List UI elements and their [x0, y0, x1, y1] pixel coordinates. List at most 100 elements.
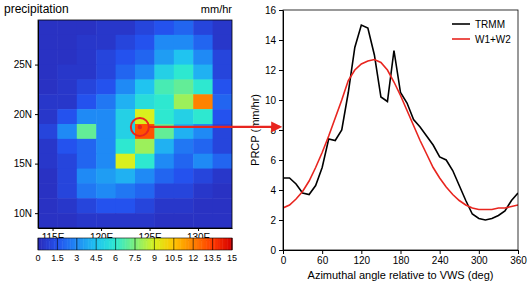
heatmap-cell — [174, 183, 194, 198]
colorbar-swatch — [172, 238, 174, 250]
heatmap-cell — [116, 183, 136, 198]
heatmap-cell — [135, 198, 155, 213]
chart-title: precipitation — [4, 2, 69, 16]
colorbar-swatch — [230, 238, 232, 250]
heatmap-cell — [193, 169, 213, 184]
heatmap-cell — [57, 169, 77, 184]
colorbar-swatch — [95, 238, 97, 250]
storm-circle — [131, 118, 149, 136]
axis-line — [39, 228, 233, 229]
tick: 180 — [393, 250, 410, 266]
tick-mark — [35, 65, 38, 66]
heatmap-cell — [96, 65, 116, 80]
heatmap-cell — [38, 35, 58, 50]
heatmap-cell — [77, 183, 97, 198]
colorbar-tick-label: 0 — [35, 253, 40, 263]
heatmap-cell — [38, 183, 58, 198]
tick: 12 — [265, 65, 283, 76]
heatmap-cell — [96, 94, 116, 109]
heatmap-cell — [38, 20, 58, 35]
colorbar-tick-label: 12 — [188, 253, 198, 263]
colorbar-tick — [193, 238, 194, 250]
heatmap-cell — [57, 109, 77, 124]
tick-mark — [101, 228, 102, 231]
heatmap-cell — [193, 94, 213, 109]
tick-label: 4 — [270, 185, 276, 196]
tick: 25N — [14, 59, 38, 70]
heatmap-cell — [116, 35, 136, 50]
heatmap-cell — [116, 154, 136, 169]
tick: 15N — [14, 158, 38, 169]
pointer-arrow — [149, 126, 280, 128]
heatmap-cell — [213, 169, 232, 184]
tick: 360 — [510, 250, 527, 266]
tick-label: 15N — [14, 158, 32, 169]
heatmap-cell — [154, 94, 174, 109]
colorbar-tick-label: 3 — [74, 253, 79, 263]
heatmap-cell — [57, 35, 77, 50]
colorbar-swatch — [75, 238, 77, 250]
colorbar-tick-label: 13.5 — [204, 253, 222, 263]
heatmap-cell — [193, 154, 213, 169]
heatmap-cell — [213, 183, 232, 198]
heatmap-cell — [38, 65, 58, 80]
tick-mark — [279, 40, 283, 41]
colorbar-tick — [173, 238, 174, 250]
heatmap-cell — [213, 139, 232, 154]
colorbar-frame — [38, 238, 232, 250]
tick: 10N — [14, 208, 38, 219]
tick-label: 180 — [393, 255, 410, 266]
heatmap-cell — [213, 94, 232, 109]
colorbar-swatch — [211, 238, 213, 250]
tick: 14 — [265, 35, 283, 46]
heatmap-cell — [135, 94, 155, 109]
colorbar-tick — [135, 238, 136, 250]
heatmap-cell — [116, 65, 136, 80]
heatmap-cell — [154, 139, 174, 154]
heatmap-cell — [135, 169, 155, 184]
tick-label: 360 — [510, 255, 527, 266]
colorbar-tick — [232, 238, 233, 250]
axis: 0246810121416 — [265, 5, 284, 256]
heatmap-cell — [57, 198, 77, 213]
axis: 10N15N20N25N — [14, 21, 39, 229]
heatmap-cell — [57, 50, 77, 65]
heatmap-cell — [154, 198, 174, 213]
heatmap-cell — [174, 109, 194, 124]
tick-label: 0 — [270, 245, 276, 256]
tick-label: 240 — [432, 255, 449, 266]
colorbar-tick-label: 10.5 — [165, 253, 183, 263]
colorbar-tick — [154, 238, 155, 250]
tick-mark — [279, 190, 283, 191]
tick-label: 60 — [317, 255, 329, 266]
plot-frame — [38, 20, 232, 228]
tick-mark — [279, 10, 283, 11]
legend-swatch — [452, 38, 470, 40]
heatmap-cell — [135, 20, 155, 35]
heatmap-cell — [213, 50, 232, 65]
heatmap-cell — [174, 94, 194, 109]
heatmap-cell — [38, 139, 58, 154]
heatmap-cell — [38, 169, 58, 184]
tick-mark — [518, 250, 519, 254]
legend: TRMMW1+W2 — [452, 19, 511, 45]
heatmap-cell — [135, 79, 155, 94]
tick: 6 — [270, 155, 283, 166]
heatmap-cell — [38, 154, 58, 169]
heatmap-cell — [174, 198, 194, 213]
tick-mark — [35, 164, 38, 165]
tick-label: 16 — [265, 5, 277, 16]
heatmap-cell — [213, 198, 232, 213]
tick: 10 — [265, 95, 283, 106]
heatmap-cell — [193, 183, 213, 198]
heatmap-cell — [57, 94, 77, 109]
tick-label: 10 — [265, 95, 277, 106]
heatmap-cell — [116, 20, 136, 35]
plot-area — [38, 20, 232, 228]
heatmap-cell — [135, 154, 155, 169]
heatmap-cell — [193, 139, 213, 154]
heatmap-cell — [193, 35, 213, 50]
heatmap-cell — [213, 20, 232, 35]
tick-mark — [279, 160, 283, 161]
tick: 16 — [265, 5, 283, 16]
